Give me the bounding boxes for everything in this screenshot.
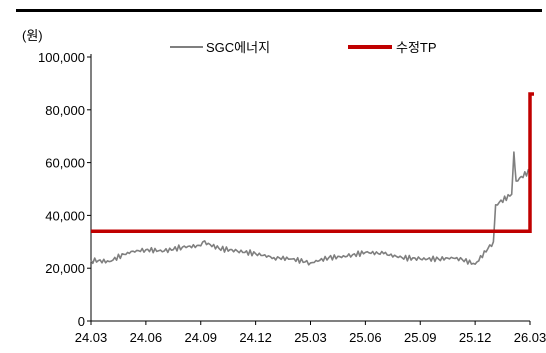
x-tick-label: 24.06 [130, 330, 163, 345]
legend-label-tp: 수정TP [396, 40, 437, 55]
y-axis-ticks: 100,000 80,000 60,000 40,000 20,000 0 [38, 50, 91, 329]
series-line-tp [91, 92, 534, 233]
x-tick-label: 25.12 [459, 330, 492, 345]
x-tick-label: 25.03 [294, 330, 327, 345]
series-line-sgc [90, 151, 531, 266]
axes [90, 54, 530, 322]
x-tick-label: 24.03 [75, 330, 108, 345]
y-tick-label: 80,000 [45, 103, 85, 118]
x-tick-label: 25.06 [349, 330, 382, 345]
x-tick-label: 24.12 [239, 330, 272, 345]
legend: SGC에너지 수정TP [170, 40, 437, 55]
legend-label-sgc: SGC에너지 [206, 40, 270, 55]
x-tick-label: 26.03 [514, 330, 546, 345]
y-tick-label: 20,000 [45, 261, 85, 276]
y-tick-label: 40,000 [45, 208, 85, 223]
y-tick-label: 100,000 [38, 50, 85, 65]
y-unit-label: (원) [22, 28, 43, 43]
x-axis-ticks: 24.03 24.06 24.09 24.12 25.03 25.06 25.09 25.12… [75, 321, 546, 345]
y-tick-label: 0 [78, 314, 85, 329]
x-tick-label: 24.09 [184, 330, 217, 345]
y-tick-label: 60,000 [45, 156, 85, 171]
x-tick-label: 25.09 [404, 330, 437, 345]
top-border [16, 9, 542, 12]
series-group [90, 92, 534, 266]
